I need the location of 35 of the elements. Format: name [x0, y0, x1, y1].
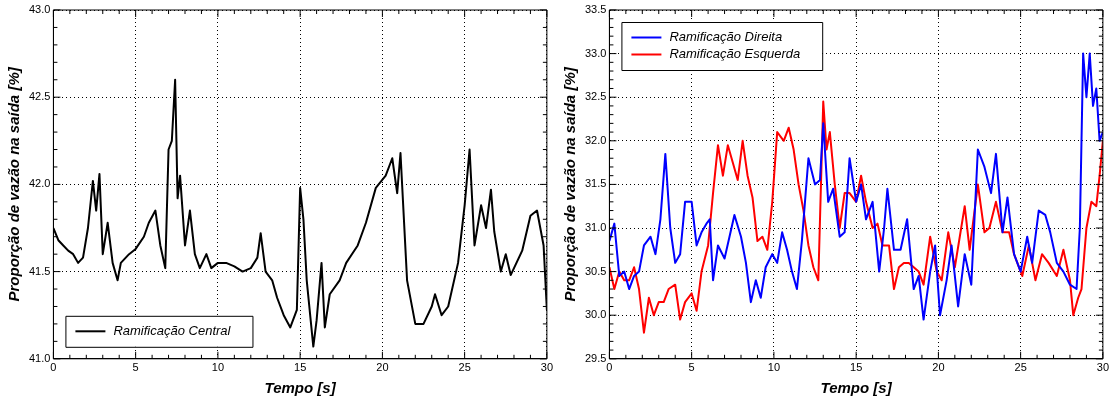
x-tick-label: 25: [1014, 361, 1027, 374]
legend-label: Ramificação Central: [113, 322, 232, 338]
y-axis-title: Proporção de vazão na saída [%]: [5, 66, 23, 302]
x-tick-label: 15: [850, 361, 863, 374]
y-tick-label: 32.5: [584, 90, 607, 103]
x-tick-label: 20: [376, 361, 389, 374]
y-tick-label: 42.5: [28, 90, 51, 103]
x-tick-label: 5: [688, 361, 695, 374]
legend-label: Ramificação Direita: [669, 29, 783, 45]
y-axis-title: Proporção de vazão na saída [%]: [561, 66, 579, 302]
y-tick-label: 31.5: [584, 177, 607, 190]
x-tick-label: 20: [932, 361, 945, 374]
x-tick-label: 25: [458, 361, 471, 374]
y-tick-label: 30.5: [584, 264, 607, 277]
y-tick-label: 32.0: [584, 133, 607, 146]
y-tick-label: 31.0: [584, 221, 607, 234]
y-tick-label: 29.5: [584, 351, 607, 364]
x-tick-label: 5: [132, 361, 139, 374]
x-tick-label: 10: [211, 361, 225, 374]
y-tick-label: 33.5: [584, 3, 607, 16]
legend-label: Ramificação Esquerda: [669, 46, 801, 62]
x-axis-title: Tempo [s]: [820, 379, 893, 397]
y-tick-label: 41.5: [28, 264, 51, 277]
x-tick-label: 30: [540, 361, 554, 374]
x-tick-label: 15: [294, 361, 307, 374]
x-tick-label: 30: [1096, 361, 1110, 374]
y-tick-label: 41.0: [28, 351, 51, 364]
y-tick-label: 33.0: [584, 46, 607, 59]
x-tick-label: 0: [606, 361, 613, 374]
x-axis-title: Tempo [s]: [264, 379, 337, 397]
x-tick-label: 0: [50, 361, 57, 374]
y-tick-label: 43.0: [28, 3, 51, 16]
y-tick-label: 30.0: [584, 308, 607, 321]
y-tick-label: 42.0: [28, 177, 51, 190]
x-tick-label: 10: [767, 361, 781, 374]
